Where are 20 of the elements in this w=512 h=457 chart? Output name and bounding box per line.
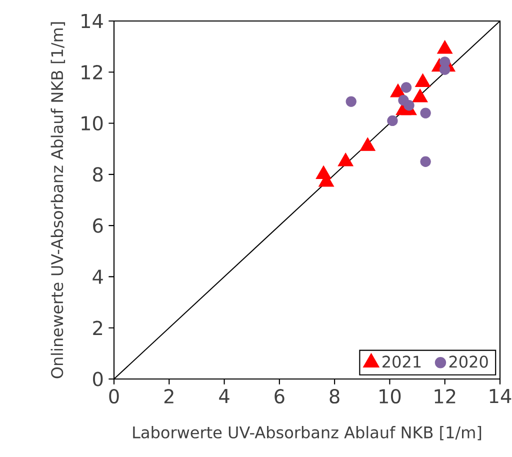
y-tick-label: 4	[92, 270, 103, 284]
y-tick-label: 8	[93, 167, 103, 182]
y-tick-label: 12	[82, 65, 102, 80]
x-tick-label: 0	[109, 389, 119, 404]
y-tick-label: 10	[82, 116, 103, 131]
y-axis-title: Onlinewerte UV-Absorbanz Ablauf NKB [1/m]	[50, 22, 66, 378]
x-tick-label: 10	[380, 389, 401, 404]
x-tick-label: 12	[434, 389, 456, 404]
x-axis-title: Laborwerte UV-Absorbanz Ablauf NKB [1/m]	[133, 426, 482, 440]
x-tick-label: 6	[274, 389, 284, 404]
y-tick-label: 0	[93, 372, 103, 386]
legend-label: 2021	[382, 356, 421, 368]
y-tick-label: 14	[82, 14, 103, 28]
x-tick-label: 2	[164, 389, 174, 404]
legend-label: 2020	[449, 356, 488, 368]
y-tick-label: 6	[93, 218, 103, 233]
x-tick-label: 8	[330, 389, 340, 404]
x-tick-label: 14	[490, 389, 512, 404]
y-tick-label: 2	[93, 320, 102, 335]
x-tick-label: 4	[219, 389, 230, 404]
